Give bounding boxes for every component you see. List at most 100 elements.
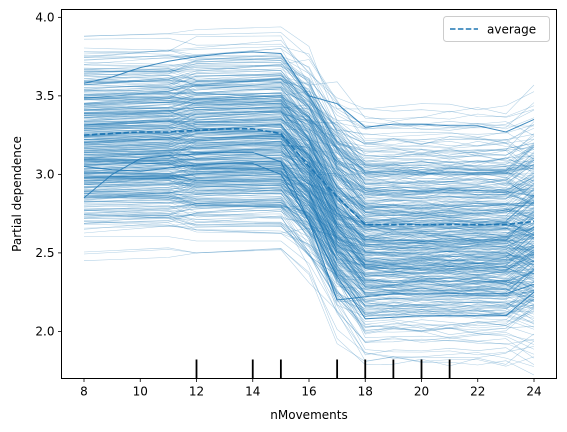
ice-line — [83, 160, 535, 299]
ice-line — [83, 141, 535, 209]
ice-line — [83, 93, 535, 260]
ice-line — [83, 57, 535, 188]
ice-line — [83, 87, 535, 196]
ice-line — [83, 119, 535, 220]
ice-line — [83, 111, 535, 246]
ice-line — [83, 176, 535, 317]
ice-line — [83, 177, 535, 287]
ice-line — [83, 157, 535, 306]
ice-line — [83, 153, 535, 294]
ice-line — [83, 100, 535, 175]
ice-line — [83, 177, 535, 291]
ice-line — [83, 179, 535, 350]
ice-line — [83, 78, 535, 163]
ice-line — [83, 99, 535, 157]
ice-line — [83, 173, 535, 235]
ice-line — [83, 112, 535, 219]
ice-line — [84, 130, 535, 191]
ice-line — [83, 134, 535, 284]
y-tick-label: 3.5 — [35, 89, 54, 103]
ice-line — [83, 148, 535, 297]
ice-line — [83, 171, 535, 289]
ice-line — [83, 172, 535, 277]
ice-line — [83, 82, 535, 153]
ice-line — [83, 187, 535, 235]
ice-line — [83, 151, 535, 247]
ice-line — [83, 47, 535, 130]
x-tick-label: 20 — [414, 385, 429, 399]
ice-line — [83, 68, 535, 137]
ice-line — [83, 248, 535, 376]
ice-line — [83, 75, 535, 174]
ice-line — [83, 192, 535, 252]
ice-line — [83, 95, 535, 156]
ice-line — [83, 73, 535, 168]
ice-line — [83, 210, 535, 292]
ice-line — [84, 98, 535, 216]
ice-line — [83, 160, 535, 316]
ice-line — [83, 165, 535, 302]
ice-line — [83, 106, 535, 216]
ice-line — [83, 58, 535, 150]
ice-line — [83, 148, 535, 274]
ice-line — [83, 176, 535, 294]
ice-line — [83, 150, 535, 310]
ice-line — [84, 154, 535, 236]
ice-line — [83, 174, 535, 273]
ice-line — [84, 168, 535, 268]
ice-line — [83, 107, 535, 283]
ice-line — [83, 123, 535, 222]
ice-line — [83, 68, 535, 170]
ice-line — [83, 147, 535, 279]
ice-line — [83, 160, 535, 267]
ice-line — [83, 205, 535, 255]
ice-line — [83, 203, 535, 310]
ice-line — [83, 92, 535, 202]
ice-line — [83, 130, 535, 279]
ice-line — [83, 158, 535, 272]
ice-line — [83, 190, 535, 295]
ice-line — [83, 143, 535, 200]
ice-line — [83, 187, 535, 268]
ice-line — [83, 102, 535, 225]
ice-line — [83, 213, 535, 287]
ice-line — [83, 132, 535, 231]
ice-line — [83, 171, 535, 285]
x-tick-label: 24 — [526, 385, 541, 399]
ice-line-highlight — [83, 51, 535, 133]
ice-line — [83, 111, 535, 194]
ice-line — [83, 120, 535, 193]
legend: average — [443, 16, 550, 42]
ice-line — [83, 121, 535, 234]
ice-line — [83, 216, 535, 315]
ice-line — [83, 172, 535, 266]
ice-line — [83, 127, 535, 175]
ice-line — [83, 89, 535, 208]
ice-line-highlight — [83, 151, 535, 301]
ice-line — [83, 80, 535, 184]
ice-line — [83, 202, 535, 263]
ice-line — [83, 124, 535, 275]
ice-line — [83, 110, 535, 238]
ice-line — [83, 180, 535, 298]
ice-line — [83, 65, 535, 193]
ice-line — [83, 157, 535, 252]
ice-line — [83, 116, 535, 209]
ice-line — [83, 92, 535, 205]
ice-line — [83, 118, 535, 242]
ice-line — [83, 214, 535, 315]
ice-line — [83, 209, 535, 365]
legend-average-label: average — [487, 23, 536, 37]
ice-line — [83, 154, 535, 253]
ice-line — [83, 174, 535, 302]
ice-line — [83, 143, 535, 287]
ice-line — [83, 70, 535, 197]
ice-line — [83, 54, 535, 199]
ice-line — [83, 112, 535, 270]
ice-line — [84, 107, 535, 182]
ice-line — [83, 130, 535, 251]
ice-line — [83, 160, 535, 238]
ice-line — [83, 101, 535, 236]
average-line — [83, 128, 535, 226]
ice-line — [83, 129, 535, 241]
